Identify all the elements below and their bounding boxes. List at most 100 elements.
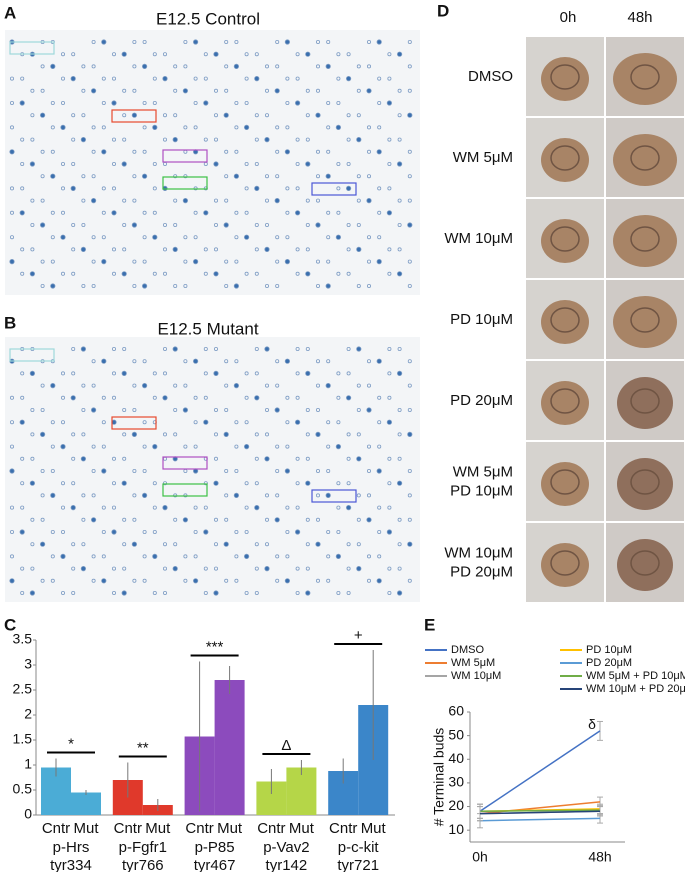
- array-spot: [234, 420, 239, 425]
- array-spot: [326, 444, 331, 449]
- y-tick-label: 0.5: [13, 781, 33, 797]
- array-spot: [40, 149, 45, 154]
- array-spot: [264, 517, 269, 522]
- x-tick-label: 0h: [472, 849, 488, 865]
- array-spot: [132, 578, 137, 583]
- array-spot: [162, 113, 167, 118]
- array-spot: [213, 517, 218, 522]
- explant: [541, 300, 589, 344]
- array-spot: [234, 149, 239, 154]
- array-spot: [346, 271, 351, 276]
- array-spot: [254, 271, 259, 276]
- array-spot: [305, 542, 310, 547]
- array-spot: [224, 88, 229, 93]
- array-spot: [346, 113, 351, 118]
- array-spot: [325, 63, 331, 70]
- array-spot: [407, 222, 413, 228]
- array-spot: [152, 481, 157, 486]
- row-label: PD 10μM: [450, 482, 513, 499]
- array-spot: [112, 52, 117, 57]
- array-spot: [224, 283, 229, 288]
- y-tick-label: 20: [448, 797, 464, 813]
- array-spot: [213, 247, 218, 252]
- array-spot: [183, 554, 188, 559]
- x-tick-label: Cntr: [42, 820, 70, 837]
- array-spot: [244, 124, 250, 131]
- array-spot: [325, 173, 331, 179]
- array-spot: [60, 443, 66, 450]
- array-spot: [183, 359, 188, 364]
- array-spot: [91, 149, 96, 154]
- row-label: WM 10μM: [444, 544, 513, 561]
- array-spot: [101, 76, 106, 81]
- array-spot: [377, 530, 382, 535]
- array-spot: [285, 444, 290, 449]
- highlight-box: [111, 109, 157, 123]
- array-spot: [377, 101, 382, 106]
- array-spot: [112, 271, 117, 276]
- array-spot: [80, 246, 87, 252]
- array-spot: [91, 174, 96, 179]
- array-spot: [305, 590, 311, 596]
- array-spot: [193, 505, 198, 510]
- array-spot: [132, 88, 137, 93]
- array-spot: [407, 468, 412, 473]
- group-label: p-Vav2: [263, 839, 309, 856]
- array-spot: [50, 382, 56, 389]
- explant: [617, 539, 673, 591]
- array-spot: [193, 76, 198, 81]
- array-spot: [213, 137, 218, 142]
- array-spot: [223, 431, 229, 437]
- array-spot: [345, 395, 352, 401]
- array-spot: [152, 271, 157, 276]
- array-spot: [387, 591, 392, 596]
- array-spot: [336, 76, 341, 81]
- array-spot: [213, 161, 219, 167]
- array-spot: [356, 493, 361, 498]
- array-spot: [275, 174, 280, 179]
- array-spot: [386, 210, 392, 216]
- array-spot: [9, 149, 15, 155]
- array-spot: [132, 407, 137, 412]
- array-spot: [397, 566, 402, 571]
- highlight-box: [111, 416, 157, 430]
- array-spot: [356, 565, 362, 572]
- array-spot: [152, 505, 157, 510]
- array-spot: [112, 161, 117, 166]
- array-spot: [224, 174, 229, 179]
- array-spot: [346, 591, 351, 596]
- array-spot: [295, 456, 300, 461]
- array-spot: [132, 149, 137, 154]
- array-spot: [71, 271, 76, 276]
- array-spot: [254, 481, 259, 486]
- array-spot: [275, 468, 280, 473]
- array-spot: [326, 210, 331, 215]
- array-spot: [172, 346, 178, 352]
- highlight-box: [162, 176, 208, 190]
- array-spot: [407, 407, 412, 412]
- x-tick-label: Mut: [73, 820, 99, 837]
- explant-detail: [550, 469, 580, 495]
- array-spot: [50, 149, 55, 154]
- array-spot: [50, 468, 55, 473]
- array-spot: [254, 161, 259, 166]
- array-spot: [50, 578, 55, 583]
- array-spot: [295, 137, 300, 142]
- array-spot: [122, 542, 127, 547]
- array-spot: [142, 382, 148, 389]
- array-spot: [142, 125, 147, 130]
- explant: [613, 296, 677, 348]
- array-spot: [264, 174, 269, 179]
- array-spot: [407, 283, 412, 288]
- array-spot: [336, 186, 341, 191]
- array-spot: [71, 247, 76, 252]
- array-spot: [315, 112, 321, 118]
- explant-detail: [550, 388, 580, 414]
- panel-title: E12.5 Control: [156, 9, 260, 28]
- array-spot: [305, 88, 310, 93]
- array-spot: [142, 259, 147, 264]
- array-spot: [336, 161, 341, 166]
- array-spot: [173, 517, 178, 522]
- array-spot: [173, 222, 178, 227]
